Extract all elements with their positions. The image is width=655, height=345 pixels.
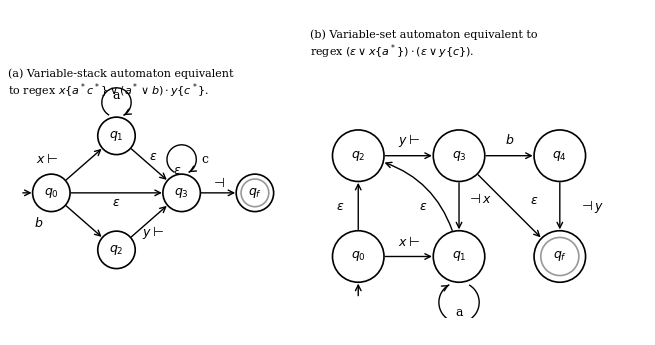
Text: $q_1$: $q_1$ (109, 129, 124, 143)
Text: $q_3$: $q_3$ (174, 186, 189, 200)
Text: $\varepsilon$: $\varepsilon$ (530, 194, 538, 207)
Text: $x\vdash$: $x\vdash$ (36, 152, 58, 166)
Text: $b$: $b$ (505, 133, 514, 147)
Text: c: c (201, 153, 208, 166)
Circle shape (98, 117, 135, 155)
Text: $q_2$: $q_2$ (351, 149, 365, 163)
Text: $q_2$: $q_2$ (109, 243, 124, 257)
Text: $y\vdash$: $y\vdash$ (142, 224, 164, 241)
Text: $q_3$: $q_3$ (452, 149, 466, 163)
Text: $\varepsilon$: $\varepsilon$ (419, 200, 427, 213)
Text: $q_0$: $q_0$ (44, 186, 59, 200)
Text: $\varepsilon$: $\varepsilon$ (149, 150, 157, 163)
Text: $\dashv y$: $\dashv y$ (578, 198, 604, 215)
Text: $q_f$: $q_f$ (553, 249, 567, 264)
Circle shape (236, 174, 274, 211)
Text: (a) Variable-stack automaton equivalent
to regex $x\{a^*c^*\} \vee (a^* \vee b) : (a) Variable-stack automaton equivalent … (8, 68, 234, 100)
Text: $\varepsilon$: $\varepsilon$ (174, 164, 181, 177)
Circle shape (98, 231, 135, 269)
Text: $\varepsilon$: $\varepsilon$ (336, 200, 345, 213)
Circle shape (534, 130, 586, 181)
Text: $q_4$: $q_4$ (552, 149, 567, 163)
Text: $\dashv x$: $\dashv x$ (466, 193, 492, 206)
Text: a: a (113, 89, 121, 102)
Circle shape (333, 130, 384, 181)
Text: $q_1$: $q_1$ (452, 249, 466, 264)
Text: $x\vdash$: $x\vdash$ (398, 235, 420, 249)
Circle shape (33, 174, 70, 211)
Circle shape (433, 130, 485, 181)
Text: $\dashv$: $\dashv$ (211, 176, 225, 190)
Circle shape (534, 231, 586, 282)
Text: $y\vdash$: $y\vdash$ (398, 131, 420, 149)
Text: a: a (455, 306, 463, 319)
Text: $b$: $b$ (35, 216, 44, 230)
Text: $q_0$: $q_0$ (351, 249, 365, 264)
Circle shape (433, 231, 485, 282)
Text: $q_f$: $q_f$ (248, 186, 262, 200)
Text: $\varepsilon$: $\varepsilon$ (112, 196, 121, 209)
Text: (b) Variable-set automaton equivalent to
regex $(\varepsilon \vee x\{a^*\}) \cdo: (b) Variable-set automaton equivalent to… (310, 29, 538, 61)
Circle shape (163, 174, 200, 211)
Circle shape (333, 231, 384, 282)
